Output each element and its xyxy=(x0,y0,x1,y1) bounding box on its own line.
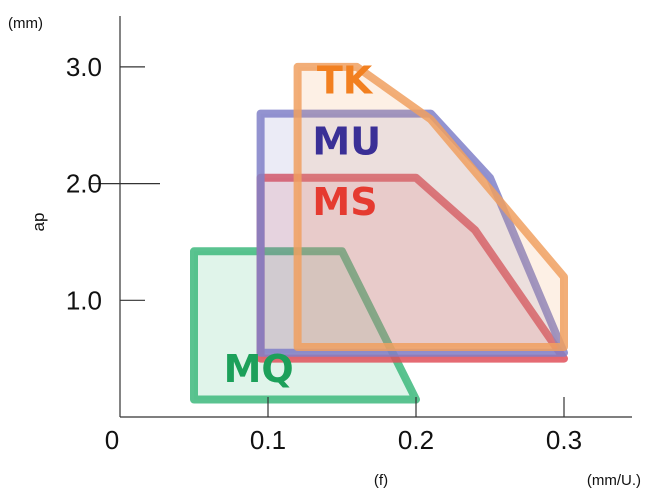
region-tk xyxy=(293,62,568,351)
y-tick-label: 1.0 xyxy=(66,285,102,315)
x-unit-label: (mm/U.) xyxy=(587,472,641,489)
x-axis-label: (f) xyxy=(374,472,388,489)
ticks-layer: 1.0 2.0 3.0 0 0.1 0.2 0.3 xyxy=(66,52,582,455)
region-label-ms: MS xyxy=(312,180,377,224)
region-label-mu: MU xyxy=(312,119,381,163)
x-tick-label: 0.1 xyxy=(250,425,286,455)
region-labels-layer: MQ MS MU TK xyxy=(224,59,381,391)
x-tick-label: 0.3 xyxy=(546,425,582,455)
x-tick-label: 0 xyxy=(105,425,119,455)
regions-layer xyxy=(190,62,568,404)
x-tick-label: 0.2 xyxy=(398,425,434,455)
region-label-tk: TK xyxy=(317,59,374,103)
region-label-mq: MQ xyxy=(224,347,294,391)
y-tick-label: 2.0 xyxy=(66,169,102,199)
region-mu xyxy=(256,109,568,357)
y-unit-label: (mm) xyxy=(8,15,43,32)
y-axis-label: ap xyxy=(29,213,48,232)
y-tick-label: 3.0 xyxy=(66,52,102,82)
axes-layer xyxy=(119,16,632,418)
